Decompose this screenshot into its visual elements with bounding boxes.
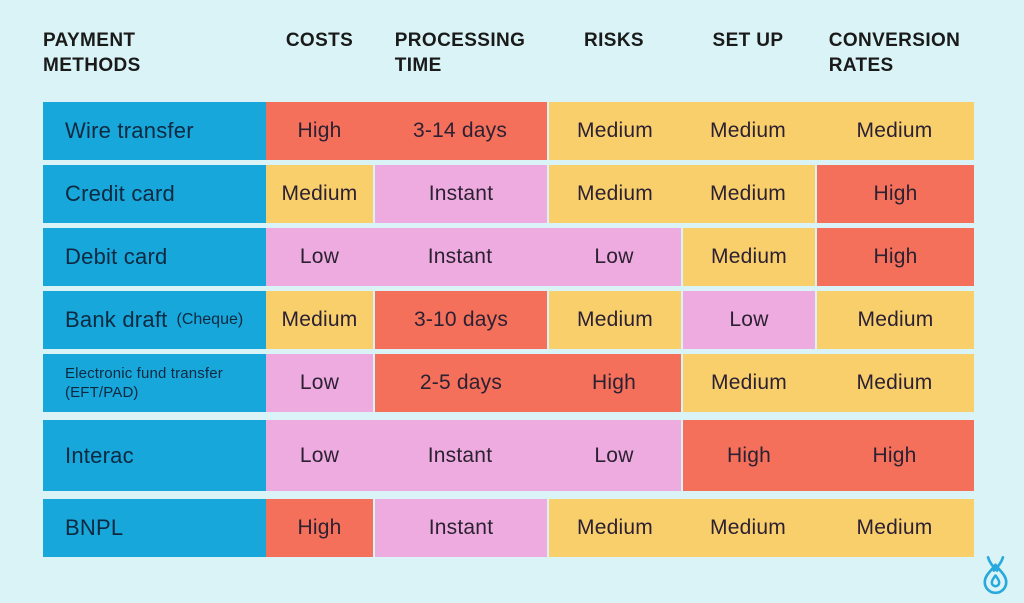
cell-risks: Medium — [547, 499, 681, 558]
cell-costs: Low — [266, 354, 373, 413]
payment-method-cell: Wire transfer — [43, 102, 266, 161]
cell-processing_time: 3-14 days — [373, 102, 547, 161]
cell-risks: Low — [547, 420, 681, 492]
cell-set_up: Medium — [681, 102, 815, 161]
cell-risks: High — [547, 354, 681, 413]
payment-method-name: Bank draft — [65, 307, 168, 333]
cell-costs: High — [266, 102, 373, 161]
cell-processing_time: Instant — [373, 499, 547, 558]
cell-risks: Medium — [547, 165, 681, 224]
payment-method-name: Credit card — [65, 181, 176, 207]
column-header-set-up: SET UP — [681, 28, 815, 78]
table-row: Credit card Medium Instant Medium Medium Hig… — [43, 165, 974, 224]
table-body: Wire transfer High 3-14 days Medium Medium M… — [43, 102, 1024, 558]
cell-costs: Low — [266, 420, 373, 492]
cell-conversion_rates: Medium — [815, 291, 974, 350]
column-header-processing-time: PROCESSING TIME — [373, 28, 547, 78]
payment-method-cell: Bank draft (Cheque) — [43, 291, 266, 350]
table-row: Bank draft (Cheque) Medium 3-10 days Mediu… — [43, 291, 974, 350]
payment-method-name: BNPL — [65, 515, 124, 541]
cell-processing_time: Instant — [373, 228, 547, 287]
payment-method-name: Debit card — [65, 244, 168, 270]
cell-costs: Low — [266, 228, 373, 287]
column-header-label: CONVERSION RATES — [828, 30, 961, 77]
payment-method-cell: Credit card — [43, 165, 266, 224]
cell-conversion_rates: Medium — [815, 499, 974, 558]
cell-risks: Medium — [547, 102, 681, 161]
payment-method-cell: BNPL — [43, 499, 266, 558]
payment-method-name: Interac — [65, 442, 134, 468]
cell-conversion_rates: Medium — [815, 102, 974, 161]
cell-set_up: Medium — [681, 354, 815, 413]
cell-conversion_rates: High — [815, 228, 974, 287]
cell-processing_time: Instant — [373, 420, 547, 492]
column-header-label: RISKS — [584, 30, 644, 51]
cell-conversion_rates: High — [815, 165, 974, 224]
cell-set_up: Low — [681, 291, 815, 350]
payment-method-name: Electronic fund transfer (EFT/PAD) — [65, 364, 223, 402]
table-row: Wire transfer High 3-14 days Medium Medium M… — [43, 102, 974, 161]
cell-set_up: Medium — [681, 499, 815, 558]
cell-costs: High — [266, 499, 373, 558]
payment-method-cell: Debit card — [43, 228, 266, 287]
table-row: Interac Low Instant Low High High — [43, 420, 974, 492]
table-row: Electronic fund transfer (EFT/PAD) Low 2-… — [43, 354, 974, 413]
cell-set_up: Medium — [681, 165, 815, 224]
cell-conversion_rates: Medium — [815, 354, 974, 413]
column-header-label: PROCESSING TIME — [394, 30, 526, 77]
cell-risks: Medium — [547, 291, 681, 350]
cell-set_up: High — [681, 420, 815, 492]
payment-method-cell: Interac — [43, 420, 266, 492]
onion-sprout-logo-icon — [983, 556, 1008, 595]
cell-set_up: Medium — [681, 228, 815, 287]
column-header-risks: RISKS — [547, 28, 681, 78]
table-header: PAYMENT METHODS COSTS PROCESSING TIME RI… — [43, 28, 974, 78]
cell-costs: Medium — [266, 291, 373, 350]
table-row: Debit card Low Instant Low Medium High — [43, 228, 974, 287]
column-header-payment-methods: PAYMENT METHODS — [43, 28, 266, 78]
cell-processing_time: Instant — [373, 165, 547, 224]
table-row: BNPL High Instant Medium Medium Medium — [43, 499, 974, 558]
cell-processing_time: 3-10 days — [373, 291, 547, 350]
column-header-costs: COSTS — [266, 28, 373, 78]
cell-processing_time: 2-5 days — [373, 354, 547, 413]
payment-method-note: (Cheque) — [176, 311, 244, 329]
column-header-label: PAYMENT METHODS — [43, 30, 141, 77]
column-header-label: COSTS — [285, 30, 354, 51]
payment-method-cell: Electronic fund transfer (EFT/PAD) — [43, 354, 266, 413]
cell-costs: Medium — [266, 165, 373, 224]
cell-risks: Low — [547, 228, 681, 287]
cell-conversion_rates: High — [815, 420, 974, 492]
column-header-conversion-rates: CONVERSION RATES — [815, 28, 974, 78]
payment-method-name: Wire transfer — [65, 118, 194, 144]
column-header-label: SET UP — [712, 30, 784, 51]
